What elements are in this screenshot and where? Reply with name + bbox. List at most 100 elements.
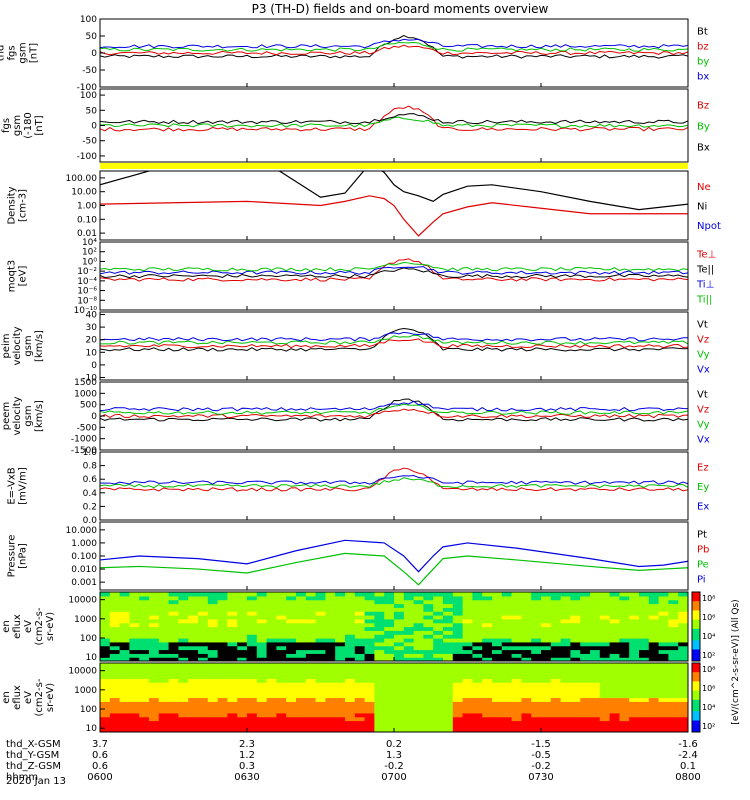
- series-bz-line: [100, 105, 688, 132]
- colorbar-cell: [692, 713, 700, 717]
- spectrogram-cell: [590, 663, 601, 668]
- orbit-value: 1.2: [239, 750, 255, 761]
- colorbar-cell: [692, 642, 700, 646]
- y-axis-label: Density[cm-3]: [7, 186, 29, 224]
- spectrogram-cell: [492, 686, 503, 691]
- spectrogram-cell: [296, 599, 307, 605]
- spectrogram-cell: [443, 653, 454, 658]
- spectrogram-cell: [599, 618, 611, 624]
- spectrogram-cell: [119, 724, 130, 729]
- spectrogram-cell: [423, 607, 434, 612]
- spectrogram-cell: [354, 666, 366, 672]
- spectrogram-cell: [266, 607, 277, 612]
- spectrogram-cell: [413, 689, 424, 695]
- spectrogram-cell: [678, 649, 688, 654]
- spectrogram-cell: [119, 697, 130, 702]
- spectrogram-cell: [305, 689, 317, 695]
- y-tick-label: 10⁰: [82, 257, 97, 267]
- spectrogram-cell: [256, 622, 268, 628]
- spectrogram-cell: [423, 678, 434, 683]
- spectrogram-cell: [227, 634, 238, 639]
- spectrogram-cell: [531, 686, 542, 691]
- spectrogram-cell: [345, 618, 356, 624]
- spectrogram-cell: [678, 678, 688, 683]
- spectrogram-cell: [560, 615, 571, 620]
- spectrogram-cell: [139, 649, 150, 654]
- spectrogram-cell: [599, 592, 611, 597]
- spectrogram-cell: [256, 641, 268, 647]
- spectrogram-cell: [109, 622, 121, 628]
- spectrogram-cell: [109, 709, 121, 714]
- spectrogram-cell: [256, 607, 268, 612]
- spectrogram-cell: [629, 724, 640, 729]
- spectrogram-cell: [423, 716, 434, 722]
- spectrogram-cell: [462, 653, 473, 658]
- spectrogram-cell: [305, 649, 317, 654]
- spectrogram-cell: [619, 599, 630, 605]
- spectrogram-cell: [296, 630, 307, 635]
- spectrogram-cell: [384, 682, 395, 687]
- spectrogram-cell: [384, 678, 395, 683]
- spectrogram-cell: [374, 607, 385, 612]
- spectrogram-cell: [374, 697, 385, 702]
- spectrogram-cell: [384, 622, 395, 628]
- spectrogram-cell: [188, 697, 199, 702]
- spectrogram-cell: [217, 626, 228, 631]
- colorbar-cell: [692, 617, 700, 621]
- spectrogram-cell: [129, 697, 140, 702]
- spectrogram-cell: [541, 724, 552, 729]
- spectrogram-cell: [619, 724, 630, 729]
- spectrogram-cell: [109, 689, 121, 695]
- spectrogram-cell: [296, 603, 307, 608]
- colorbar-cell: [692, 608, 700, 611]
- spectrogram-cell: [560, 649, 571, 654]
- spectrogram-cell: [394, 693, 405, 699]
- spectrogram-cell: [198, 630, 209, 635]
- spectrogram-cell: [629, 638, 640, 643]
- y-axis-label-line: velocity: [12, 396, 23, 435]
- spectrogram-cell: [423, 638, 434, 643]
- spectrogram-cell: [619, 649, 630, 654]
- spectrogram-cell: [629, 615, 640, 620]
- spectrogram-cell: [541, 728, 552, 732]
- spectrogram-cell: [100, 720, 111, 725]
- spectrogram-cell: [452, 693, 464, 699]
- spectrogram-cell: [139, 716, 150, 722]
- spectrogram-cell: [345, 611, 356, 616]
- spectrogram-cell: [384, 615, 395, 620]
- spectrogram-cell: [247, 622, 258, 628]
- spectrogram-cell: [629, 666, 640, 672]
- spectrogram-cell: [354, 615, 366, 620]
- y-tick-label: -100: [77, 152, 98, 162]
- spectrogram-cell: [403, 641, 415, 647]
- spectrogram-cell: [100, 697, 111, 702]
- spectrogram-cell: [325, 720, 336, 725]
- spectrogram-cell: [335, 649, 346, 654]
- spectrogram-cell: [354, 697, 366, 702]
- spectrogram-cell: [472, 682, 483, 687]
- spectrogram-cell: [472, 705, 483, 710]
- panel-9: 10000100010010thdpeerenefluxeV(cm2-s-sr-…: [0, 662, 689, 734]
- spectrogram-cell: [100, 728, 111, 732]
- spectrogram-cell: [580, 705, 591, 710]
- spectrogram-cell: [198, 603, 209, 608]
- spectrogram-cell: [168, 701, 179, 706]
- spectrogram-cell: [129, 618, 140, 624]
- spectrogram-cell: [188, 670, 199, 676]
- spectrogram-cell: [129, 653, 140, 658]
- spectrogram-cell: [305, 657, 317, 661]
- spectrogram-cell: [413, 634, 424, 639]
- date-label: 2020 Jan 13: [6, 776, 66, 787]
- spectrogram-cell: [168, 653, 179, 658]
- spectrogram-cell: [511, 709, 522, 714]
- spectrogram-cell: [305, 720, 317, 725]
- spectrogram-cell: [227, 607, 238, 612]
- spectrogram-cell: [286, 716, 297, 722]
- spectrogram-cell: [394, 666, 405, 672]
- spectrogram-cell: [364, 697, 375, 702]
- spectrogram-cell: [609, 716, 620, 722]
- spectrogram-cell: [384, 641, 395, 647]
- series-vx-line: [100, 400, 688, 412]
- spectrogram-cell: [678, 592, 688, 597]
- spectrogram-cell: [168, 657, 179, 661]
